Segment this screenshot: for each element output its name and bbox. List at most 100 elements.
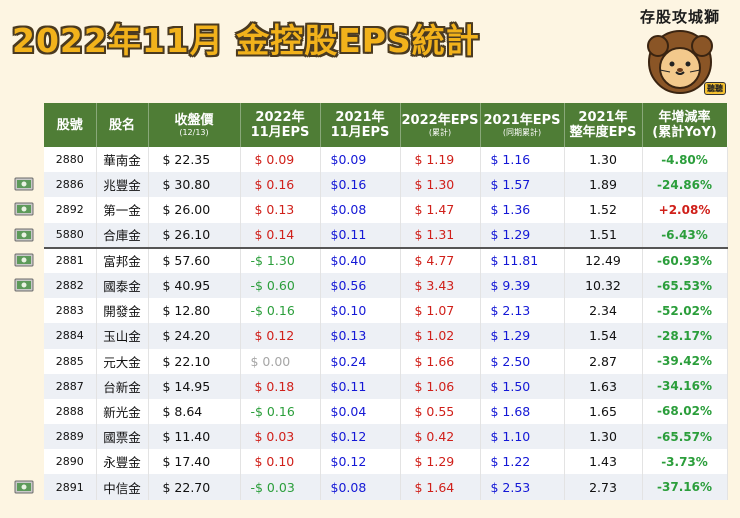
column-header-label: 股號 bbox=[56, 117, 83, 133]
column-header-label: 整年度EPS bbox=[569, 125, 637, 140]
column-header: 2021年 11月EPS bbox=[320, 103, 401, 147]
eps-2021-full-year-cell: 2.73 bbox=[564, 474, 643, 500]
stock-code-cell: 2887 bbox=[44, 373, 97, 399]
yoy-change-cell: +2.08% bbox=[642, 197, 728, 223]
column-header-label: 2022年 bbox=[255, 110, 305, 125]
brand-logo: 存股攻城獅 聽聽 bbox=[624, 6, 734, 98]
yoy-change-cell: -24.86% bbox=[642, 172, 728, 198]
eps-2022-cumulative-cell: $ 1.47 bbox=[400, 197, 481, 223]
stock-name-cell: 國票金 bbox=[96, 424, 149, 450]
eps-2021-cumulative-cell: $ 9.39 bbox=[480, 272, 565, 299]
stock-code-cell: 2890 bbox=[44, 449, 97, 475]
eps-2021-nov-cell: $0.12 bbox=[320, 424, 401, 450]
eps-2022-cumulative-cell: $ 1.19 bbox=[400, 147, 481, 173]
eps-2021-full-year-cell: 1.63 bbox=[564, 373, 643, 399]
eps-2021-cumulative-cell: $ 1.16 bbox=[480, 147, 565, 173]
table-row: 5880 合庫金 $ 26.10 $ 0.14 $0.11 $ 1.31 $ 1.29 1.5… bbox=[44, 222, 728, 248]
yoy-change-cell: -3.73% bbox=[642, 449, 728, 475]
column-header-label: (累計YoY) bbox=[652, 125, 717, 140]
bank-icon bbox=[14, 227, 34, 243]
eps-2021-nov-cell: $0.12 bbox=[320, 449, 401, 475]
stock-name-cell: 台新金 bbox=[96, 373, 149, 399]
close-price-cell: $ 17.40 bbox=[148, 449, 241, 475]
column-header-label: 11月EPS bbox=[250, 125, 310, 140]
eps-2021-cumulative-cell: $ 2.50 bbox=[480, 348, 565, 374]
column-header-label: 11月EPS bbox=[330, 125, 390, 140]
eps-2022-cumulative-cell: $ 1.66 bbox=[400, 348, 481, 374]
eps-2022-cumulative-cell: $ 1.02 bbox=[400, 323, 481, 349]
column-header-label: 收盤價 bbox=[174, 112, 214, 128]
table-row: 2889 國票金 $ 11.40 $ 0.03 $0.12 $ 0.42 $ 1.10 1.3… bbox=[44, 424, 728, 450]
bank-icon bbox=[14, 252, 34, 268]
eps-table-container: 股號 股名 收盤價 (12/13) 2022年 11月EPS 2021年 11月EPS 2022… bbox=[44, 103, 728, 500]
eps-2021-nov-cell: $0.08 bbox=[320, 474, 401, 500]
brand-name: 存股攻城獅 bbox=[639, 8, 720, 26]
close-price-cell: $ 22.10 bbox=[148, 348, 241, 374]
stock-code-cell: 2883 bbox=[44, 298, 97, 324]
eps-2021-nov-cell: $0.56 bbox=[320, 272, 401, 299]
yoy-change-cell: -28.17% bbox=[642, 323, 728, 349]
eps-2022-cumulative-cell: $ 0.42 bbox=[400, 424, 481, 450]
stock-code-cell: 2888 bbox=[44, 398, 97, 425]
bank-icon bbox=[14, 201, 34, 217]
eps-2021-nov-cell: $0.10 bbox=[320, 298, 401, 324]
column-header-label: 2022年EPS bbox=[401, 112, 479, 128]
eps-2022-nov-cell: $ 0.03 bbox=[240, 424, 321, 450]
close-price-cell: $ 22.70 bbox=[148, 474, 241, 500]
stock-name-cell: 第一金 bbox=[96, 197, 149, 223]
eps-2021-cumulative-cell: $ 1.57 bbox=[480, 172, 565, 198]
eps-2022-cumulative-cell: $ 1.64 bbox=[400, 474, 481, 500]
close-price-cell: $ 8.64 bbox=[148, 398, 241, 425]
close-price-cell: $ 26.10 bbox=[148, 222, 241, 248]
table-row: 2888 新光金 $ 8.64 -$ 0.16 $0.04 $ 0.55 $ 1.68 1.6… bbox=[44, 398, 728, 425]
eps-2021-full-year-cell: 2.34 bbox=[564, 298, 643, 324]
eps-2021-full-year-cell: 1.54 bbox=[564, 323, 643, 349]
table-row: 2883 開發金 $ 12.80 -$ 0.16 $0.10 $ 1.07 $ 2.13 2.… bbox=[44, 298, 728, 324]
stock-name-cell: 富邦金 bbox=[96, 246, 149, 273]
close-price-cell: $ 12.80 bbox=[148, 298, 241, 324]
yoy-change-cell: -39.42% bbox=[642, 348, 728, 374]
eps-2021-nov-cell: $0.13 bbox=[320, 323, 401, 349]
stock-code-cell: 2880 bbox=[44, 147, 97, 173]
eps-2021-nov-cell: $0.08 bbox=[320, 197, 401, 223]
eps-2021-nov-cell: $0.24 bbox=[320, 348, 401, 374]
eps-table: 股號 股名 收盤價 (12/13) 2022年 11月EPS 2021年 11月EPS 2022… bbox=[44, 103, 728, 500]
stock-code-cell: 2891 bbox=[44, 474, 97, 500]
eps-2021-full-year-cell: 1.52 bbox=[564, 197, 643, 223]
table-row: 2881 富邦金 $ 57.60 -$ 1.30 $0.40 $ 4.77 $ 11.81 1… bbox=[44, 246, 728, 273]
eps-2022-cumulative-cell: $ 3.43 bbox=[400, 272, 481, 299]
close-price-cell: $ 22.35 bbox=[148, 147, 241, 173]
eps-2022-nov-cell: -$ 0.16 bbox=[240, 298, 321, 324]
column-header-sublabel: (12/13) bbox=[179, 127, 209, 137]
close-price-cell: $ 14.95 bbox=[148, 373, 241, 399]
stock-name-cell: 國泰金 bbox=[96, 272, 149, 299]
eps-2021-full-year-cell: 2.87 bbox=[564, 348, 643, 374]
stock-code-cell: 2881 bbox=[44, 246, 97, 273]
stock-name-cell: 永豐金 bbox=[96, 449, 149, 475]
eps-2022-nov-cell: -$ 0.16 bbox=[240, 398, 321, 425]
eps-2021-nov-cell: $0.11 bbox=[320, 222, 401, 248]
yoy-change-cell: -65.57% bbox=[642, 424, 728, 450]
yoy-change-cell: -37.16% bbox=[642, 474, 728, 500]
stock-name-cell: 合庫金 bbox=[96, 222, 149, 248]
lion-mascot-icon bbox=[647, 30, 713, 94]
column-header-sublabel: (同期累計) bbox=[502, 127, 542, 137]
yoy-change-cell: -68.02% bbox=[642, 398, 728, 425]
stock-name-cell: 新光金 bbox=[96, 398, 149, 425]
table-row: 2892 第一金 $ 26.00 $ 0.13 $0.08 $ 1.47 $ 1.36 1.5… bbox=[44, 197, 728, 223]
eps-2021-nov-cell: $0.09 bbox=[320, 147, 401, 173]
yoy-change-cell: -52.02% bbox=[642, 298, 728, 324]
column-header-label: 年增減率 bbox=[658, 110, 711, 125]
eps-2022-nov-cell: -$ 0.60 bbox=[240, 272, 321, 299]
page-title: 2022年11月 金控股EPS統計 bbox=[12, 21, 480, 60]
eps-2021-nov-cell: $0.16 bbox=[320, 172, 401, 198]
eps-2021-nov-cell: $0.04 bbox=[320, 398, 401, 425]
yoy-change-cell: -4.80% bbox=[642, 147, 728, 173]
eps-2021-full-year-cell: 1.43 bbox=[564, 449, 643, 475]
column-header: 股號 bbox=[44, 103, 97, 147]
stock-code-cell: 2892 bbox=[44, 197, 97, 223]
stock-name-cell: 兆豐金 bbox=[96, 172, 149, 198]
yoy-change-cell: -60.93% bbox=[642, 246, 728, 273]
column-header: 2021年EPS (同期累計) bbox=[480, 103, 565, 147]
stock-code-cell: 2889 bbox=[44, 424, 97, 450]
